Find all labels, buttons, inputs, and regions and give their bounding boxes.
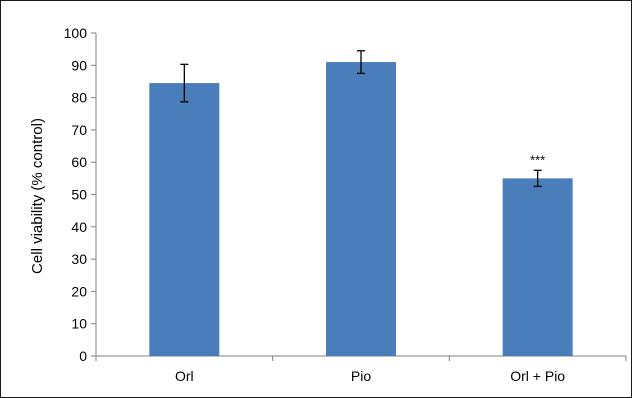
y-tick-label: 10 [71, 316, 87, 332]
x-tick-label: Pio [351, 368, 371, 384]
x-tick-label: Orl [175, 368, 194, 384]
y-tick-label: 30 [71, 251, 87, 267]
y-tick-label: 0 [79, 348, 87, 364]
y-tick-label: 100 [64, 25, 88, 41]
y-tick-label: 70 [71, 122, 87, 138]
significance-annotation: *** [530, 152, 545, 167]
y-tick-label: 60 [71, 154, 87, 170]
plot-area: 0 10 20 30 40 50 60 70 80 90 100 Orl Pio Orl + Pio *** [64, 25, 627, 384]
y-tick-label: 80 [71, 90, 87, 106]
y-tick-label: 40 [71, 219, 87, 235]
y-tick-label: 90 [71, 57, 87, 73]
bar [502, 178, 573, 356]
bar [326, 62, 396, 356]
y-axis-title: Cell viability (% control) [29, 118, 46, 274]
bar [149, 83, 220, 356]
y-tick-label: 20 [71, 283, 87, 299]
x-tick-label: Orl + Pio [510, 368, 565, 384]
y-tick-label: 50 [71, 187, 87, 203]
